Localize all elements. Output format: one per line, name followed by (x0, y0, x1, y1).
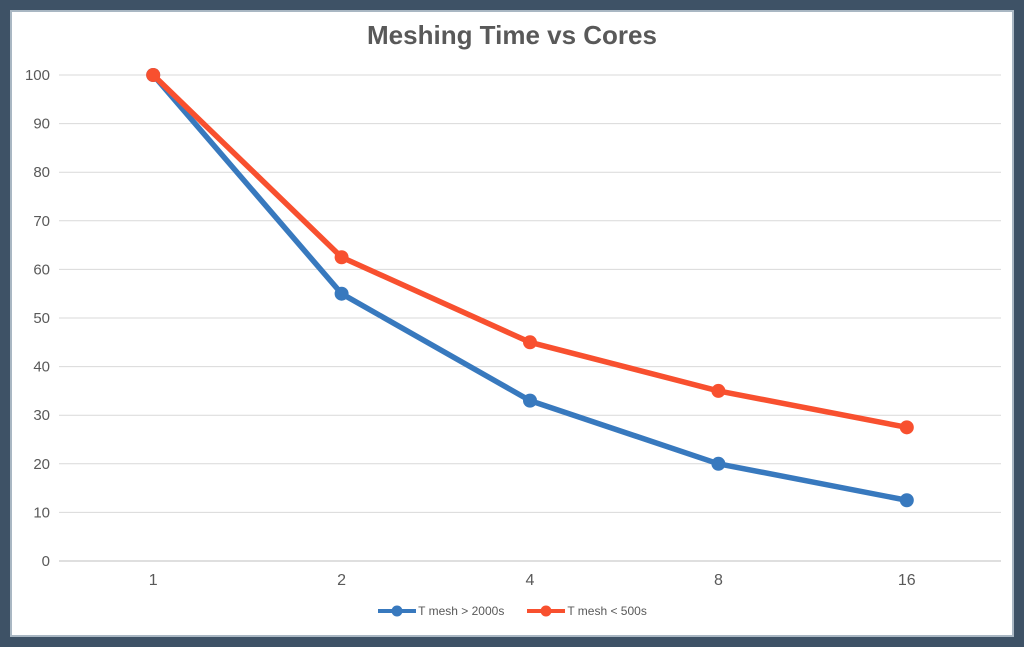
legend-item-series-0: T mesh > 2000s (377, 604, 504, 618)
legend-line-marker-icon (527, 605, 566, 617)
legend-label-series-0: T mesh > 2000s (418, 604, 505, 618)
legend-line-marker-icon (378, 605, 417, 617)
legend-item-series-1: T mesh < 500s (526, 604, 647, 618)
chart-title: Meshing Time vs Cores (367, 20, 657, 50)
chart-canvas (10, 10, 1014, 637)
legend: T mesh > 2000s T mesh < 500s (0, 604, 1024, 618)
legend-label-series-1: T mesh < 500s (567, 604, 647, 618)
